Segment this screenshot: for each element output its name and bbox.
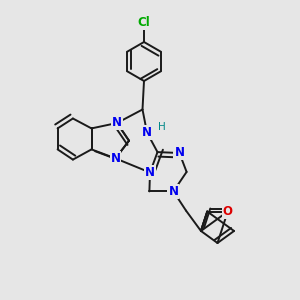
Text: Cl: Cl xyxy=(138,16,150,29)
Text: N: N xyxy=(110,152,121,165)
Text: N: N xyxy=(112,116,122,130)
Text: N: N xyxy=(174,146,184,160)
Text: N: N xyxy=(142,126,152,139)
Text: O: O xyxy=(223,205,233,218)
Text: H: H xyxy=(158,122,165,132)
Text: N: N xyxy=(145,166,155,179)
Text: N: N xyxy=(168,185,178,198)
